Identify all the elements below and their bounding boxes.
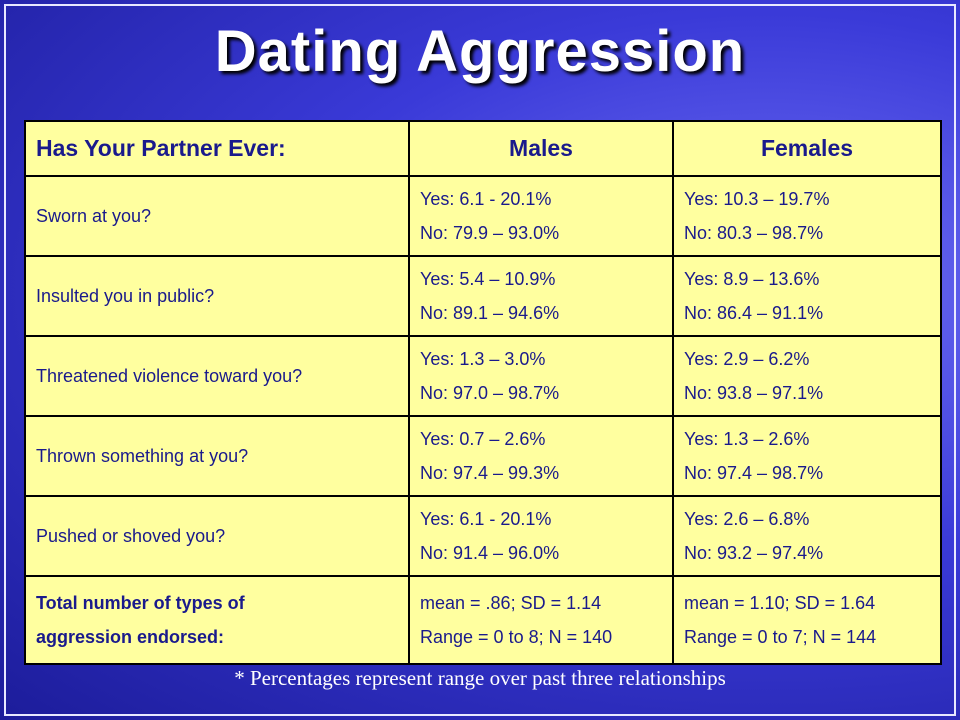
cell-line: Yes: 2.9 – 6.2% (684, 349, 810, 369)
cell-line: Yes: 0.7 – 2.6% (420, 429, 546, 449)
table-cell: Threatened violence toward you? (24, 335, 410, 417)
table-cell: Yes: 0.7 – 2.6% No: 97.4 – 99.3% (408, 415, 674, 497)
header-row: Has Your Partner Ever: Males Females (24, 120, 942, 177)
cell-line: Pushed or shoved you? (36, 526, 226, 546)
table-cell: Yes: 1.3 – 2.6% No: 97.4 – 98.7% (672, 415, 942, 497)
table-cell: mean = .86; SD = 1.14 Range = 0 to 8; N =… (408, 575, 674, 665)
cell-line: Yes: 2.6 – 6.8% (684, 509, 810, 529)
cell-line: No: 89.1 – 94.6% (420, 303, 560, 323)
header-cell: Males (408, 120, 674, 177)
table-row: Total number of types of aggression endor… (24, 575, 942, 665)
table-body: Sworn at you? Yes: 6.1 - 20.1% No: 79.9 – … (24, 175, 942, 665)
table-row: Threatened violence toward you? Yes: 1.3 … (24, 335, 942, 417)
cell-line: Sworn at you? (36, 206, 152, 226)
table-cell: Yes: 2.6 – 6.8% No: 93.2 – 97.4% (672, 495, 942, 577)
table-cell: Total number of types of aggression endor… (24, 575, 410, 665)
table-cell: Yes: 6.1 - 20.1% No: 91.4 – 96.0% (408, 495, 674, 577)
cell-line: No: 79.9 – 93.0% (420, 223, 560, 243)
cell-line: Yes: 6.1 - 20.1% (420, 189, 552, 209)
table-cell: Yes: 5.4 – 10.9% No: 89.1 – 94.6% (408, 255, 674, 337)
cell-line: No: 86.4 – 91.1% (684, 303, 824, 323)
cell-line: Range = 0 to 7; N = 144 (684, 627, 877, 647)
frame (4, 4, 956, 716)
table-row: Thrown something at you? Yes: 0.7 – 2.6% N… (24, 415, 942, 497)
cell-line: Range = 0 to 8; N = 140 (420, 627, 613, 647)
cell-line: No: 93.8 – 97.1% (684, 383, 824, 403)
table-row: Insulted you in public? Yes: 5.4 – 10.9% N… (24, 255, 942, 337)
cell-line: No: 97.4 – 98.7% (684, 463, 824, 483)
cell-line: Total number of types of (36, 593, 245, 613)
table-cell: mean = 1.10; SD = 1.64 Range = 0 to 7; N … (672, 575, 942, 665)
cell-line: No: 97.0 – 98.7% (420, 383, 560, 403)
table-cell: Insulted you in public? (24, 255, 410, 337)
table-cell: Yes: 8.9 – 13.6% No: 86.4 – 91.1% (672, 255, 942, 337)
table-cell: Pushed or shoved you? (24, 495, 410, 577)
cell-line: aggression endorsed: (36, 627, 225, 647)
cell-line: Yes: 1.3 – 2.6% (684, 429, 810, 449)
cell-line: Threatened violence toward you? (36, 366, 303, 386)
cell-line: Insulted you in public? (36, 286, 215, 306)
table-cell: Yes: 6.1 - 20.1% No: 79.9 – 93.0% (408, 175, 674, 257)
cell-line: Yes: 8.9 – 13.6% (684, 269, 820, 289)
table-cell: Sworn at you? (24, 175, 410, 257)
header-cell: Females (672, 120, 942, 177)
footnote: * Percentages represent range over past … (234, 666, 726, 690)
cell-line: No: 93.2 – 97.4% (684, 543, 824, 563)
header-cell: Has Your Partner Ever: (24, 120, 410, 177)
slide-title: Dating Aggression (214, 19, 746, 84)
table-row: Pushed or shoved you? Yes: 6.1 - 20.1% No:… (24, 495, 942, 577)
cell-line: No: 91.4 – 96.0% (420, 543, 560, 563)
table-cell: Yes: 10.3 – 19.7% No: 80.3 – 98.7% (672, 175, 942, 257)
cell-line: mean = .86; SD = 1.14 (420, 593, 602, 613)
cell-line: Yes: 6.1 - 20.1% (420, 509, 552, 529)
table-cell: Thrown something at you? (24, 415, 410, 497)
cell-line: No: 80.3 – 98.7% (684, 223, 824, 243)
cell-line: Yes: 10.3 – 19.7% (684, 189, 830, 209)
cell-line: Yes: 5.4 – 10.9% (420, 269, 556, 289)
data-table: Has Your Partner Ever: Males Females Sworn… (24, 120, 942, 665)
table-cell: Yes: 2.9 – 6.2% No: 93.8 – 97.1% (672, 335, 942, 417)
cell-line: No: 97.4 – 99.3% (420, 463, 560, 483)
cell-line: mean = 1.10; SD = 1.64 (684, 593, 876, 613)
cell-line: Thrown something at you? (36, 446, 249, 466)
table-row: Sworn at you? Yes: 6.1 - 20.1% No: 79.9 – … (24, 175, 942, 257)
cell-line: Yes: 1.3 – 3.0% (420, 349, 546, 369)
table-cell: Yes: 1.3 – 3.0% No: 97.0 – 98.7% (408, 335, 674, 417)
